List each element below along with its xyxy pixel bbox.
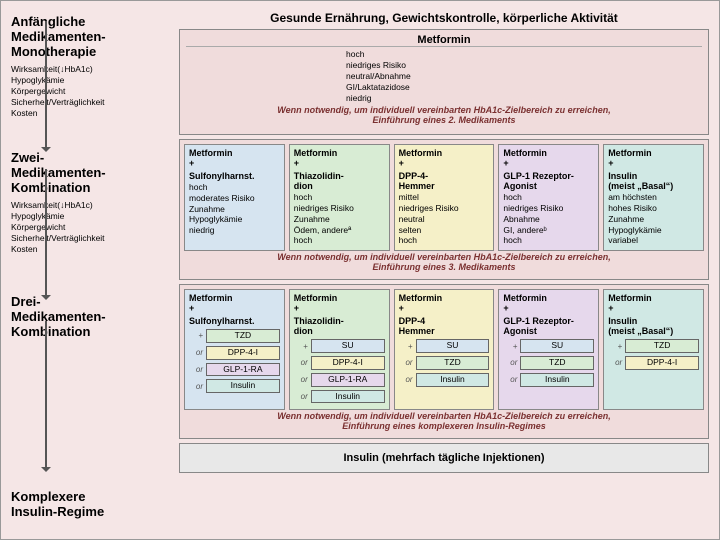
arrow-3 xyxy=(45,321,47,471)
criteria-dual: Wirksamkeit(↓HbA1c) Hypoglykämie Körperg… xyxy=(11,200,171,255)
stage-complex-title: KomplexereInsulin-Regime xyxy=(11,490,171,520)
dual-box: Metformin+Sulfonylharnst.hochmoderates R… xyxy=(179,139,709,280)
stage-dual: Zwei-Medikamenten-Kombination Wirksamkei… xyxy=(11,151,171,255)
arrow-1 xyxy=(45,21,47,151)
left-column: AnfänglicheMedikamenten-Monotherapie Wir… xyxy=(11,15,171,524)
mono-drug: Metformin xyxy=(186,34,702,47)
transition-3: Wenn notwendig, um individuell vereinbar… xyxy=(184,412,704,432)
triple-box: Metformin+Sulfonylharnst.+TZDorDPP-4-Ior… xyxy=(179,284,709,439)
stage-dual-title: Zwei-Medikamenten-Kombination xyxy=(11,151,171,196)
dual-col: Metformin+Insulin(meist „Basal“)am höchs… xyxy=(603,144,704,251)
stage-triple: Drei-Medikamenten-Kombination xyxy=(11,295,171,340)
dual-col: Metformin+Sulfonylharnst.hochmoderates R… xyxy=(184,144,285,251)
transition-1: Wenn notwendig, um individuell vereinbar… xyxy=(186,106,702,126)
dual-col: Metformin+GLP-1 Rezeptor-Agonisthochnied… xyxy=(498,144,599,251)
stage-mono: AnfänglicheMedikamenten-Monotherapie Wir… xyxy=(11,15,171,119)
stage-complex: KomplexereInsulin-Regime xyxy=(11,490,171,520)
triple-col: Metformin+GLP-1 Rezeptor-Agonist+SUorTZD… xyxy=(498,289,599,410)
lifestyle-banner: Gesunde Ernährung, Gewichtskontrolle, kö… xyxy=(179,11,709,25)
triple-columns: Metformin+Sulfonylharnst.+TZDorDPP-4-Ior… xyxy=(184,289,704,410)
dual-col: Metformin+Thiazolidin-dionhochniedriges … xyxy=(289,144,390,251)
arrow-2 xyxy=(45,169,47,299)
insulin-box: Insulin (mehrfach tägliche Injektionen) xyxy=(179,443,709,473)
triple-col: Metformin+Sulfonylharnst.+TZDorDPP-4-Ior… xyxy=(184,289,285,410)
triple-col: Metformin+DPP-4Hemmer+SUorTZDorInsulin xyxy=(394,289,495,410)
mono-box: Metformin hoch niedriges Risiko neutral/… xyxy=(179,29,709,135)
diagram-root: AnfänglicheMedikamenten-Monotherapie Wir… xyxy=(0,0,720,540)
dual-col: Metformin+DPP-4-Hemmermittelniedriges Ri… xyxy=(394,144,495,251)
dual-columns: Metformin+Sulfonylharnst.hochmoderates R… xyxy=(184,144,704,251)
triple-col: Metformin+Insulin(meist „Basal“)+TZDorDP… xyxy=(603,289,704,410)
right-panel: Gesunde Ernährung, Gewichtskontrolle, kö… xyxy=(179,11,709,529)
mono-values: hoch niedriges Risiko neutral/Abnahme GI… xyxy=(186,49,702,104)
transition-2: Wenn notwendig, um individuell vereinbar… xyxy=(184,253,704,273)
triple-col: Metformin+Thiazolidin-dion+SUorDPP-4-Ior… xyxy=(289,289,390,410)
criteria-mono: Wirksamkeit(↓HbA1c) Hypoglykämie Körperg… xyxy=(11,64,171,119)
stage-triple-title: Drei-Medikamenten-Kombination xyxy=(11,295,171,340)
stage-mono-title: AnfänglicheMedikamenten-Monotherapie xyxy=(11,15,171,60)
